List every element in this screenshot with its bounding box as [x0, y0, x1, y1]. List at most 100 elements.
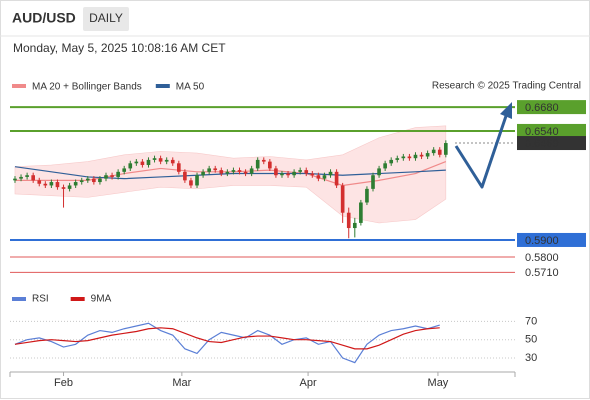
candle-body: [359, 202, 363, 223]
candle-body: [43, 183, 48, 186]
legend-label: MA 50: [176, 82, 205, 93]
candle-body: [164, 159, 169, 162]
candle-body: [407, 156, 412, 159]
candle-body: [340, 185, 345, 213]
legend-label: 9MA: [91, 294, 112, 305]
candle-body: [310, 173, 315, 176]
candle-body: [13, 178, 17, 181]
rsi-line: [14, 327, 440, 350]
candle-body: [328, 171, 333, 176]
candle-body: [286, 173, 290, 176]
candle-body: [395, 158, 400, 160]
candle-body: [116, 171, 120, 177]
candle-body: [249, 168, 254, 174]
candle-body: [140, 161, 145, 166]
candle-body: [31, 175, 36, 181]
level-label-box: [517, 123, 586, 138]
candle-body: [304, 170, 309, 174]
candle-body: [231, 170, 236, 172]
period-box: [83, 7, 129, 31]
legend-swatch: [12, 84, 26, 88]
symbol: AUD/USD: [12, 10, 76, 26]
candle-body: [207, 168, 211, 172]
candle-body: [237, 170, 242, 172]
x-tick-label: Apr: [300, 377, 317, 389]
candle-body: [383, 163, 387, 169]
candle-body: [98, 178, 102, 183]
candle-body: [110, 175, 114, 177]
candle-body: [85, 178, 90, 181]
candle-body: [61, 187, 66, 189]
candle-body: [122, 168, 127, 172]
rsi-tick-label: 70: [525, 315, 537, 327]
candle-body: [255, 159, 260, 169]
x-tick-label: Mar: [172, 377, 191, 389]
last-price-label: 0.6469: [525, 138, 559, 150]
level-label-box: [517, 100, 586, 115]
arrow-head: [500, 102, 512, 119]
candle-body: [401, 156, 406, 159]
candle-body: [195, 175, 199, 186]
level-label: 0.6540: [525, 126, 559, 138]
x-tick-label: Feb: [54, 377, 73, 389]
candle-body: [128, 163, 133, 169]
candle-body: [365, 188, 369, 203]
candle-body: [352, 222, 357, 229]
level-label-box: [517, 232, 586, 247]
date: Monday, May 5, 2025 10:08:16 AM CET: [13, 41, 226, 55]
candle-body: [170, 159, 175, 164]
candle-body: [413, 154, 418, 159]
candle-body: [146, 159, 151, 166]
legend-label: RSI: [32, 294, 49, 305]
rsi-tick-label: 30: [525, 352, 537, 364]
rsi-tick-label: 50: [525, 334, 537, 346]
level-label: 0.5900: [525, 235, 559, 247]
candle-body: [158, 158, 163, 162]
candle-body: [92, 178, 96, 183]
candle-body: [79, 180, 84, 183]
candle-body: [437, 149, 442, 155]
forecast-arrow: [454, 115, 508, 189]
candle-body: [243, 171, 248, 174]
candle-body: [201, 171, 205, 176]
candle-body: [274, 168, 278, 176]
candle-body: [292, 171, 296, 176]
candle-body: [334, 171, 339, 186]
candle-body: [49, 182, 54, 186]
candle-body: [219, 170, 224, 174]
candle-body: [322, 175, 327, 179]
candle-body: [431, 149, 436, 154]
candle-body: [225, 171, 230, 174]
candle-body: [55, 182, 60, 188]
legend-label: MA 20 + Bollinger Bands: [32, 82, 142, 93]
level-label: 0.6680: [525, 102, 559, 114]
bollinger-band: [14, 125, 447, 224]
candle-body: [346, 212, 351, 229]
last-price-box: [517, 136, 586, 151]
candle-body: [261, 159, 266, 162]
legend-swatch: [12, 297, 26, 301]
rsi-line: [14, 322, 440, 364]
x-tick-label: May: [428, 377, 449, 389]
legend-swatch: [70, 297, 85, 301]
candle-body: [73, 182, 78, 186]
candle-body: [377, 168, 381, 176]
candle-body: [298, 170, 303, 172]
level-label: 0.5800: [525, 252, 559, 264]
candle-body: [104, 175, 108, 179]
candle-body: [37, 180, 42, 184]
candle-body: [371, 175, 375, 189]
candle-body: [152, 158, 157, 160]
candle-body: [189, 180, 193, 186]
candle-body: [425, 153, 430, 157]
legend-swatch: [155, 84, 170, 88]
candle-body: [176, 163, 181, 172]
candle-body: [280, 173, 284, 176]
period: DAILY: [89, 11, 123, 25]
credit: Research © 2025 Trading Central: [432, 81, 581, 92]
candle-body: [316, 175, 321, 179]
candle-body: [444, 143, 448, 155]
plot: MA 20 + Bollinger Bands MA 50 0.6680 0.6540…: [9, 82, 586, 389]
